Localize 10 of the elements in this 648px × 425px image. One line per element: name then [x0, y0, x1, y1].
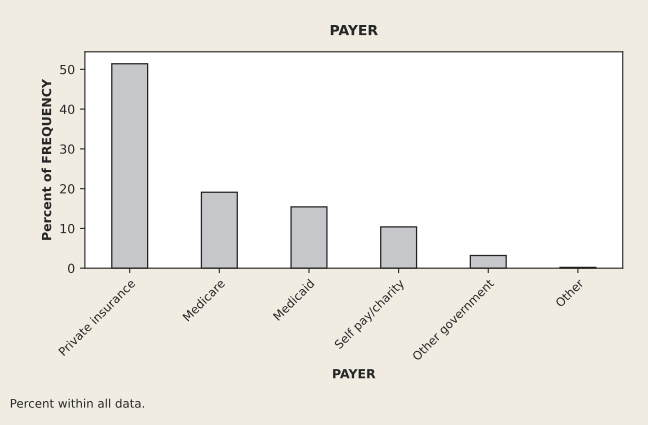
- y-tick-label: 20: [60, 184, 74, 194]
- x-axis-title: PAYER: [333, 369, 376, 378]
- text: Percent within all data.: [10, 398, 144, 408]
- y-tick-label: 30: [60, 144, 74, 154]
- y-axis-title: Percent of FREQUENCY: [42, 78, 53, 240]
- y-tick-label: 0: [68, 264, 74, 274]
- y-tick-label: 50: [60, 64, 74, 74]
- y-tick-label: 10: [60, 224, 74, 234]
- chart-title: PAYER: [330, 25, 378, 36]
- y-tick-label: 40: [60, 104, 74, 114]
